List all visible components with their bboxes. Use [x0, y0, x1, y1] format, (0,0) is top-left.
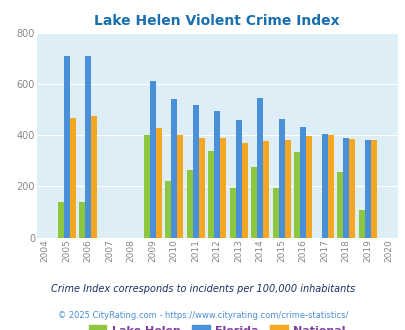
Bar: [177, 135, 183, 238]
Bar: [64, 56, 70, 238]
Bar: [342, 138, 348, 238]
Bar: [348, 139, 354, 238]
Bar: [358, 210, 364, 238]
Text: © 2025 CityRating.com - https://www.cityrating.com/crime-statistics/: © 2025 CityRating.com - https://www.city…: [58, 312, 347, 320]
Bar: [149, 81, 155, 238]
Bar: [337, 172, 342, 238]
Bar: [70, 118, 75, 238]
Bar: [229, 188, 235, 238]
Bar: [241, 144, 247, 238]
Bar: [370, 140, 376, 238]
Text: Crime Index corresponds to incidents per 100,000 inhabitants: Crime Index corresponds to incidents per…: [51, 284, 354, 294]
Bar: [198, 138, 204, 238]
Bar: [165, 182, 171, 238]
Bar: [85, 56, 91, 238]
Legend: Lake Helen, Florida, National: Lake Helen, Florida, National: [84, 321, 350, 330]
Bar: [91, 116, 97, 238]
Bar: [272, 188, 278, 238]
Bar: [321, 134, 327, 238]
Bar: [208, 150, 214, 238]
Bar: [155, 128, 161, 238]
Title: Lake Helen Violent Crime Index: Lake Helen Violent Crime Index: [94, 14, 339, 28]
Bar: [58, 202, 64, 238]
Bar: [251, 167, 257, 238]
Bar: [305, 136, 311, 238]
Bar: [284, 140, 290, 238]
Bar: [220, 138, 226, 238]
Bar: [79, 202, 85, 238]
Bar: [257, 98, 262, 238]
Bar: [299, 127, 305, 238]
Bar: [143, 135, 149, 238]
Bar: [294, 152, 299, 238]
Bar: [235, 120, 241, 238]
Bar: [192, 105, 198, 238]
Bar: [186, 170, 192, 238]
Bar: [327, 135, 333, 238]
Bar: [171, 99, 177, 238]
Bar: [364, 140, 370, 238]
Bar: [278, 119, 284, 238]
Bar: [214, 111, 220, 238]
Bar: [262, 142, 269, 238]
